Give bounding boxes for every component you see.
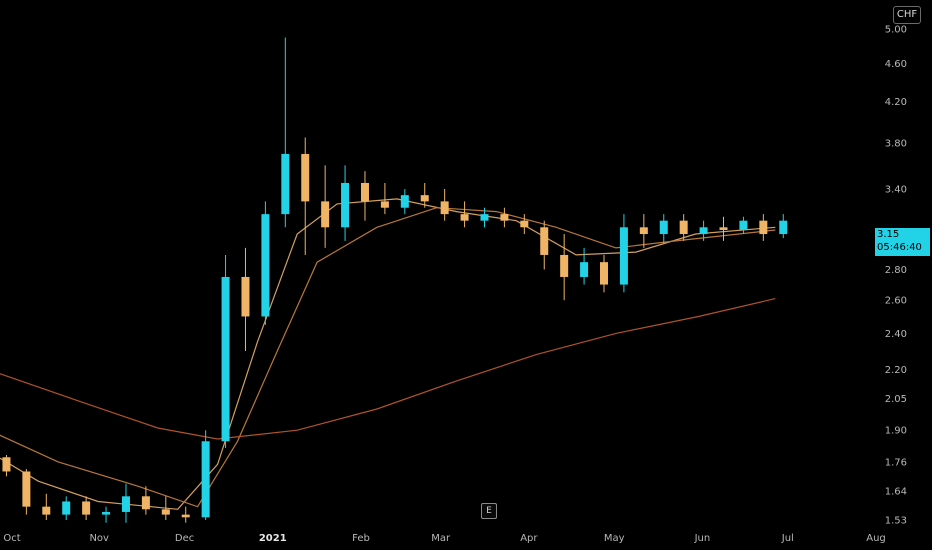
y-tick-label: 2.80 <box>885 265 907 276</box>
candle-body <box>719 227 728 230</box>
candle-body <box>520 220 529 228</box>
candle-body <box>639 227 648 235</box>
candle-body <box>400 195 409 208</box>
candle-body <box>2 457 11 472</box>
y-tick-label: 4.60 <box>885 59 907 70</box>
x-tick-label: Jul <box>781 533 794 544</box>
candle-body <box>141 496 150 510</box>
candle-body <box>181 514 190 518</box>
y-tick-label: 1.53 <box>885 516 907 527</box>
y-tick-label: 2.60 <box>885 296 907 307</box>
candle-body <box>42 506 51 515</box>
x-tick-label: Apr <box>520 533 538 544</box>
candle-body <box>679 220 688 235</box>
candle-body <box>241 276 250 317</box>
candle-body <box>739 220 748 230</box>
candle-body <box>699 227 708 235</box>
y-tick-label: 2.05 <box>885 394 907 405</box>
last-price-value: 3.15 <box>877 229 900 240</box>
candle-body <box>380 201 389 208</box>
x-tick-label: Dec <box>175 533 194 544</box>
y-tick-label: 5.00 <box>885 25 907 36</box>
candle-body <box>161 509 170 515</box>
y-tick-label: 1.64 <box>885 487 907 498</box>
candle-body <box>281 153 290 215</box>
earnings-marker[interactable]: E <box>481 503 497 519</box>
candle-body <box>599 262 608 285</box>
x-tick-label: Oct <box>3 533 20 544</box>
candle-body <box>779 220 788 235</box>
candle-body <box>500 214 509 221</box>
candle-body <box>460 214 469 221</box>
y-tick-label: 3.80 <box>885 138 907 149</box>
ma_mid-line <box>0 207 776 508</box>
currency-badge[interactable]: CHF <box>893 6 921 24</box>
candle-body <box>102 511 111 515</box>
y-tick-label: 3.40 <box>885 185 907 196</box>
x-tick-label: Feb <box>352 533 370 544</box>
candle-layer <box>2 37 788 523</box>
candle-body <box>360 182 369 202</box>
y-tick-label: 1.76 <box>885 457 907 468</box>
candle-body <box>480 214 489 221</box>
y-tick-label: 1.90 <box>885 426 907 437</box>
price-axis[interactable]: 55.004.604.203.803.402.802.602.402.202.0… <box>885 13 907 527</box>
candle-body <box>759 220 768 235</box>
candle-body <box>121 496 130 512</box>
candle-body <box>619 227 628 285</box>
candle-body <box>261 214 270 317</box>
candle-body <box>659 220 668 235</box>
x-tick-label: May <box>604 533 625 544</box>
candle-body <box>560 254 569 277</box>
candle-body <box>341 182 350 228</box>
x-tick-label: Jun <box>694 533 711 544</box>
y-tick-label: 4.20 <box>885 97 907 108</box>
candle-body <box>82 501 91 515</box>
candle-body <box>221 276 230 442</box>
x-tick-label: Nov <box>89 533 109 544</box>
candle-body <box>62 501 71 515</box>
x-tick-label: Aug <box>866 533 886 544</box>
y-tick-label: 2.20 <box>885 365 907 376</box>
time-axis[interactable]: Oct Nov Dec 2021 Feb Mar Apr May Jun Jul Aug <box>3 533 885 544</box>
candle-body <box>321 201 330 228</box>
ma_slow-line <box>0 298 776 440</box>
y-tick-label: 2.40 <box>885 329 907 340</box>
candle-body <box>440 201 449 215</box>
candle-body <box>301 153 310 202</box>
candle-body <box>201 441 210 518</box>
bar-countdown: 05:46:40 <box>877 242 922 253</box>
x-tick-label: 2021 <box>259 533 287 544</box>
ma_fast-line <box>0 198 776 510</box>
moving-average-layer <box>0 198 776 510</box>
candle-body <box>580 262 589 277</box>
last-price-tag: 3.15 05:46:40 <box>875 228 930 256</box>
candle-body <box>420 195 429 202</box>
x-tick-label: Mar <box>431 533 451 544</box>
candle-body <box>22 471 31 507</box>
candle-body <box>540 227 549 255</box>
